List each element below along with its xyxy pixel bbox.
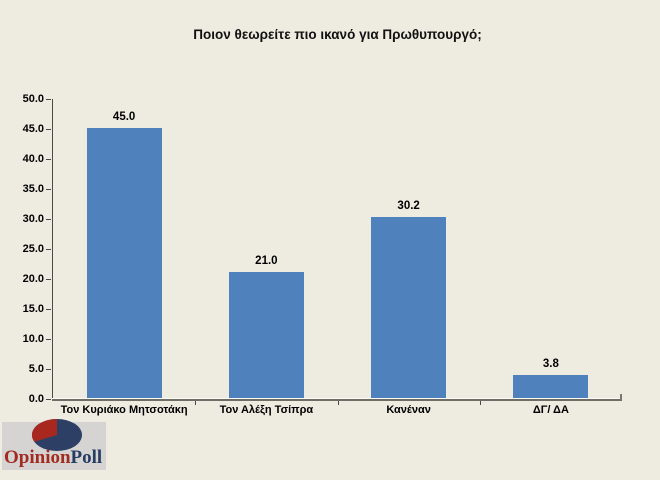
ytick-mark xyxy=(46,129,51,130)
ytick-mark xyxy=(46,219,51,220)
bar xyxy=(86,128,162,398)
ytick-label: 25.0 xyxy=(22,243,44,255)
logo-wordmark: OpinionPoll xyxy=(4,447,102,469)
category-label: Τον Κυριάκο Μητσοτάκη xyxy=(60,404,188,416)
bar-value-label: 21.0 xyxy=(255,255,278,267)
category-tick xyxy=(195,401,197,405)
ytick-label: 5.0 xyxy=(28,363,44,375)
ytick-mark xyxy=(46,369,51,370)
ytick-mark xyxy=(46,189,51,190)
ytick-label: 15.0 xyxy=(22,303,44,315)
ytick-mark xyxy=(46,339,51,340)
bar xyxy=(371,217,447,398)
ytick-mark xyxy=(46,159,51,160)
ytick-label: 0.0 xyxy=(28,393,44,405)
ytick-label: 20.0 xyxy=(22,273,44,285)
category-label: Κανέναν xyxy=(386,404,431,416)
logo-word-opinion: Opinion xyxy=(4,447,71,468)
x-axis xyxy=(52,399,622,401)
ytick-label: 40.0 xyxy=(22,153,44,165)
ytick-label: 50.0 xyxy=(22,93,44,105)
x-axis-end-tick xyxy=(620,394,622,400)
category-label: ΔΓ/ ΔΑ xyxy=(532,404,569,416)
bar-value-label: 45.0 xyxy=(112,111,136,123)
x-axis-highlight xyxy=(52,398,622,399)
pie-chart-logo-icon xyxy=(31,418,82,451)
ytick-mark xyxy=(46,279,51,280)
bar xyxy=(513,375,589,398)
bar xyxy=(228,272,304,398)
category-tick xyxy=(337,401,339,405)
y-axis xyxy=(52,99,53,400)
ytick-mark xyxy=(46,399,51,400)
chart-title: Ποιον θεωρείτε πιο ικανό για Πρωθυπουργό… xyxy=(193,27,482,42)
bar-value-label: 3.8 xyxy=(542,358,559,370)
ytick-mark xyxy=(46,249,51,250)
bar-value-label: 30.2 xyxy=(397,200,420,212)
category-tick xyxy=(479,401,481,405)
opinion-poll-logo: OpinionPoll xyxy=(2,418,106,470)
ytick-label: 45.0 xyxy=(22,123,44,135)
ytick-label: 35.0 xyxy=(22,183,44,195)
ytick-mark xyxy=(46,99,51,100)
ytick-label: 30.0 xyxy=(22,213,44,225)
plot-area: 50.0 45.0 40.0 35.0 30.0 25.0 20.0 15.0 10.0 5.0 0… xyxy=(23,93,622,416)
logo-word-poll: Poll xyxy=(70,447,103,468)
category-label: Τον Αλέξη Τσίπρα xyxy=(219,404,314,416)
ytick-label: 10.0 xyxy=(22,333,44,345)
ytick-mark xyxy=(46,309,51,310)
